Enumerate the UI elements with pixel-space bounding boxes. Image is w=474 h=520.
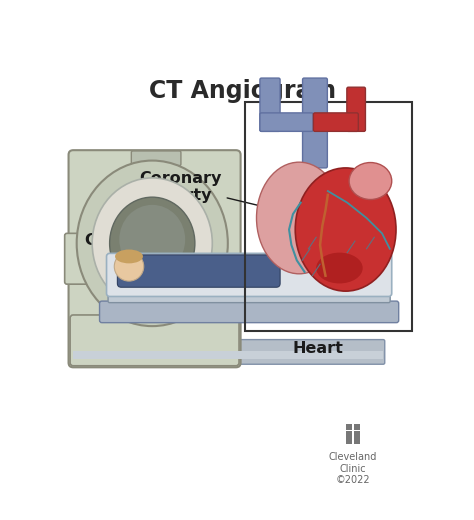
FancyBboxPatch shape — [73, 351, 383, 359]
Bar — [354, 424, 360, 430]
FancyBboxPatch shape — [260, 113, 313, 132]
Ellipse shape — [109, 197, 195, 290]
Bar — [354, 432, 360, 437]
FancyBboxPatch shape — [69, 150, 241, 367]
FancyBboxPatch shape — [100, 301, 399, 322]
FancyBboxPatch shape — [347, 87, 365, 132]
FancyBboxPatch shape — [64, 233, 91, 284]
FancyBboxPatch shape — [260, 78, 280, 132]
Text: Coronary
arterty: Coronary arterty — [139, 171, 277, 210]
Bar — [245, 102, 412, 331]
Bar — [346, 424, 352, 430]
Ellipse shape — [115, 250, 143, 263]
FancyBboxPatch shape — [131, 151, 181, 165]
Text: CT Angiogram: CT Angiogram — [149, 80, 337, 103]
Text: CT scanner: CT scanner — [85, 233, 185, 272]
Text: Cleveland
Clinic
©2022: Cleveland Clinic ©2022 — [329, 452, 377, 485]
FancyBboxPatch shape — [72, 340, 385, 364]
Text: Heart: Heart — [292, 341, 343, 356]
Ellipse shape — [349, 163, 392, 200]
FancyBboxPatch shape — [313, 113, 358, 132]
Bar — [354, 437, 360, 444]
Ellipse shape — [116, 255, 155, 278]
FancyBboxPatch shape — [107, 253, 392, 296]
Ellipse shape — [316, 253, 363, 283]
Ellipse shape — [256, 162, 342, 274]
Bar — [346, 432, 352, 437]
Ellipse shape — [114, 252, 144, 281]
FancyBboxPatch shape — [302, 78, 328, 168]
Ellipse shape — [77, 161, 228, 326]
FancyBboxPatch shape — [70, 315, 239, 366]
Ellipse shape — [119, 205, 185, 274]
FancyBboxPatch shape — [108, 284, 390, 303]
Bar — [346, 437, 352, 444]
Ellipse shape — [295, 168, 396, 291]
FancyBboxPatch shape — [118, 255, 280, 287]
Ellipse shape — [92, 178, 212, 309]
